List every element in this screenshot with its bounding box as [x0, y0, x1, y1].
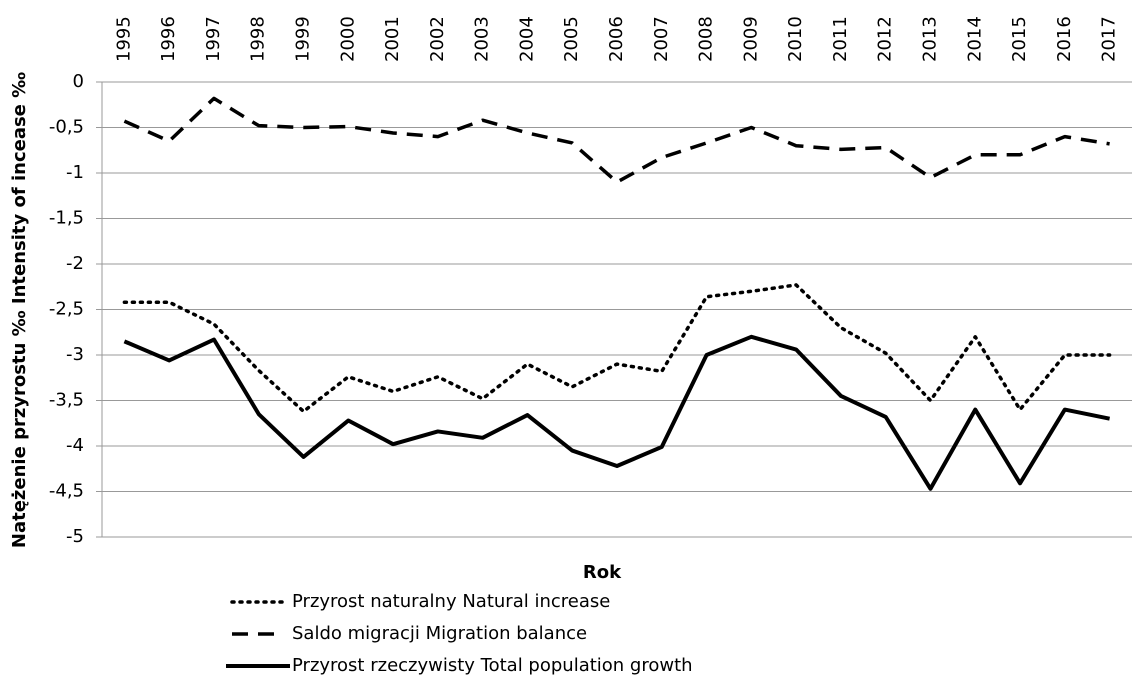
series-line	[123, 96, 1110, 184]
x-tick-label: 2013	[919, 16, 940, 62]
y-tick-label: -3	[66, 344, 84, 365]
y-axis-label: Natężenie przyrostu ‰ Intensity of incea…	[9, 72, 30, 548]
x-tick-label: 2011	[830, 16, 851, 62]
x-tick-label: 2008	[696, 16, 717, 62]
x-tick-label: 2016	[1054, 16, 1075, 62]
x-tick-label: 2017	[1099, 16, 1120, 62]
x-tick-label: 2002	[427, 16, 448, 62]
series-line	[123, 334, 1111, 491]
y-tick-label: 0	[73, 71, 84, 92]
x-tick-label: 1998	[248, 16, 269, 62]
y-tick-label: -2	[66, 253, 84, 274]
x-tick-label: 2010	[785, 16, 806, 62]
x-tick-label: 2004	[516, 16, 537, 62]
x-tick-label: 2009	[740, 16, 761, 62]
y-tick-label: -1	[66, 162, 84, 183]
y-tick-label: -0,5	[49, 117, 84, 138]
x-axis-label: Rok	[583, 562, 622, 583]
y-tick-label: -2,5	[49, 299, 84, 320]
x-tick-label: 2003	[472, 16, 493, 62]
x-tick-label: 2007	[651, 16, 672, 62]
y-tick-label: -1,5	[49, 208, 84, 229]
x-tick-label: 2014	[964, 16, 985, 62]
x-tick-label: 2015	[1009, 16, 1030, 62]
legend-label: Saldo migracji Migration balance	[292, 623, 587, 644]
legend-label: Przyrost naturalny Natural increase	[292, 591, 610, 612]
y-tick-label: -3,5	[49, 390, 84, 411]
legend-label: Przyrost rzeczywisty Total population gr…	[292, 655, 693, 676]
x-tick-label: 2012	[875, 16, 896, 62]
y-tick-label: -4,5	[49, 481, 84, 502]
y-tick-label: -4	[66, 435, 84, 456]
x-tick-label: 1999	[293, 16, 314, 62]
x-tick-label: 1996	[158, 16, 179, 62]
x-tick-label: 2001	[382, 16, 403, 62]
x-tick-label: 1995	[113, 16, 134, 62]
x-tick-label: 1997	[203, 16, 224, 62]
y-tick-label: -5	[66, 526, 84, 547]
series-line	[122, 283, 1112, 414]
x-tick-label: 2000	[337, 16, 358, 62]
x-tick-label: 2005	[561, 16, 582, 62]
x-tick-label: 2006	[606, 16, 627, 62]
